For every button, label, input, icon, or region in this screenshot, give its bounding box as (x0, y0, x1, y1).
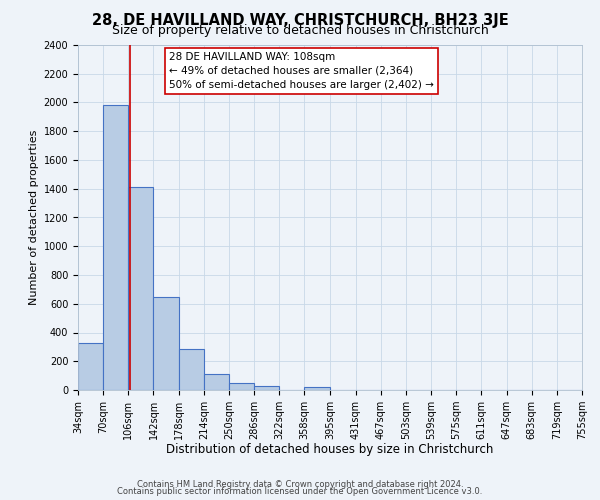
Bar (204, 374, 229, 390)
Text: 28, DE HAVILLAND WAY, CHRISTCHURCH, BH23 3JE: 28, DE HAVILLAND WAY, CHRISTCHURCH, BH23… (92, 12, 508, 28)
Text: Contains public sector information licensed under the Open Government Licence v3: Contains public sector information licen… (118, 488, 482, 496)
Bar (229, 383, 254, 390)
Bar (304, 387, 329, 390)
Bar (179, 349, 204, 390)
Bar (254, 386, 280, 390)
Text: Size of property relative to detached houses in Christchurch: Size of property relative to detached ho… (112, 24, 488, 37)
Bar (78, 342, 103, 390)
X-axis label: Distribution of detached houses by size in Christchurch: Distribution of detached houses by size … (166, 444, 494, 456)
Text: 28 DE HAVILLAND WAY: 108sqm
← 49% of detached houses are smaller (2,364)
50% of : 28 DE HAVILLAND WAY: 108sqm ← 49% of det… (169, 52, 434, 90)
Text: Contains HM Land Registry data © Crown copyright and database right 2024.: Contains HM Land Registry data © Crown c… (137, 480, 463, 489)
Y-axis label: Number of detached properties: Number of detached properties (29, 130, 40, 305)
Bar (103, 106, 128, 390)
Bar (154, 296, 179, 390)
Bar (128, 188, 154, 390)
